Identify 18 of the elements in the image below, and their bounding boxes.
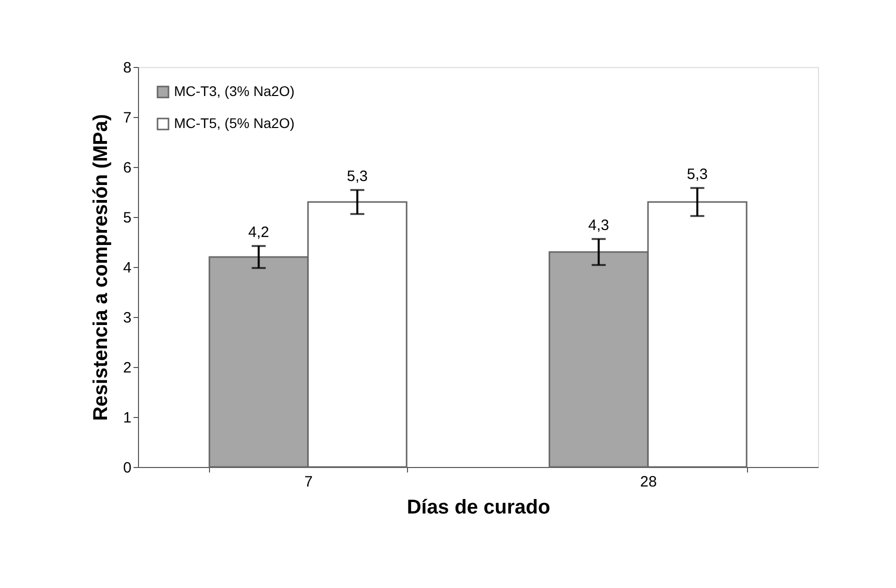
x-tick-label: 28 [640, 474, 657, 490]
y-tick-label: 2 [123, 360, 132, 376]
y-tick-label: 3 [123, 310, 132, 326]
y-tick-label: 1 [123, 410, 132, 426]
data-label: 5,3 [346, 168, 368, 185]
data-label: 4,2 [248, 224, 270, 241]
y-tick-label: 0 [123, 460, 132, 476]
y-tick-label: 4 [123, 260, 132, 276]
legend-label: MC-T5, (5% Na2O) [174, 115, 295, 131]
y-axis-title: Resistencia a compresión (MPa) [90, 114, 112, 421]
legend-label: MC-T3, (3% Na2O) [174, 83, 295, 99]
y-tick-label: 6 [123, 160, 132, 176]
y-tick-label: 5 [123, 210, 132, 226]
y-tick-label: 7 [123, 110, 132, 126]
y-tick-label: 8 [123, 60, 132, 76]
data-label: 5,3 [686, 166, 708, 183]
data-label: 4,3 [588, 217, 610, 234]
x-axis-title: Días de curado [406, 496, 550, 518]
